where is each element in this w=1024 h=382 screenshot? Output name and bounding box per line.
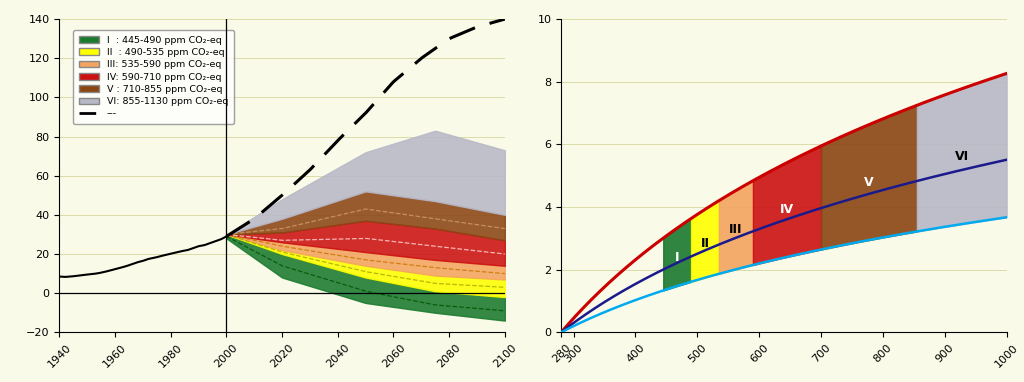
Text: II: II	[700, 237, 710, 250]
Text: III: III	[729, 223, 742, 236]
Legend: I  : 445-490 ppm CO₂-eq, II  : 490-535 ppm CO₂-eq, III: 535-590 ppm CO₂-eq, IV: : I : 445-490 ppm CO₂-eq, II : 490-535 ppm…	[73, 30, 234, 124]
Text: I: I	[675, 251, 679, 264]
Text: IV: IV	[780, 203, 794, 216]
Text: VI: VI	[954, 150, 969, 163]
Text: V: V	[864, 176, 873, 189]
